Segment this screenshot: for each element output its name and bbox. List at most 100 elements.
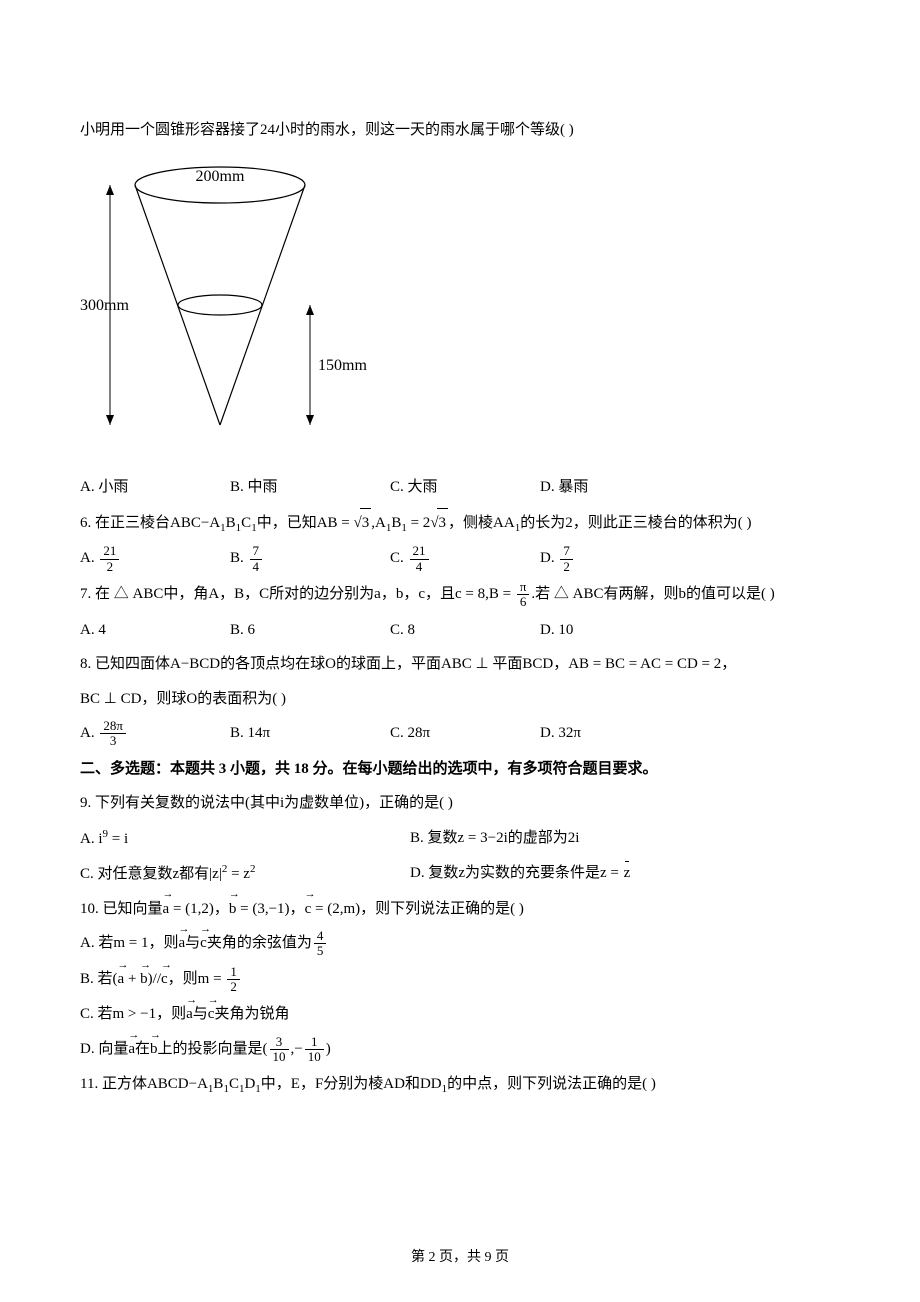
sub: 1 [223,1083,229,1095]
q10-opt-d: D. 向量a在b上的投影向量是(310,−110) [80,1035,840,1065]
q8-opt-d: D. 32π [540,719,710,749]
q6-opt-c: C. 214 [390,544,540,574]
text: 10. 已知向量 [80,901,163,917]
dim-left: 300mm [80,297,129,314]
q11-stem: 11. 正方体ABCD−A1B1C1D1中，E，F分别为棱AD和DD1的中点，则… [80,1070,840,1100]
text: A. 若m = 1，则 [80,935,178,951]
sub: 1 [236,522,242,534]
q10-opt-c: C. 若m > −1，则a与c夹角为锐角 [80,1000,840,1029]
q8-opt-b: B. 14π [230,719,390,749]
q5-opt-a: A. 小雨 [80,473,230,502]
frac: 12 [227,965,240,995]
frac: 212 [100,544,119,574]
vec-b: b [229,895,237,924]
frac: 45 [314,929,327,959]
sub: 1 [239,1083,245,1095]
bar: z [623,859,632,888]
text: D. 向量 [80,1041,128,1057]
text: C. 对任意复数z都有|z| [80,866,222,882]
text: ，则m = [168,971,226,987]
text: ,A [371,515,386,531]
text: ) [326,1041,331,1057]
text: C. 若m > −1，则 [80,1006,186,1022]
text: 上的投影向量是( [158,1041,268,1057]
dim-right: 150mm [318,357,367,374]
text: 中，已知AB = [257,515,354,531]
text: = z [227,866,250,882]
q7-opt-c: C. 8 [390,616,540,645]
text: 11. 正方体ABCD−A [80,1076,208,1092]
vec-c: c [305,895,312,924]
q5-options: A. 小雨 B. 中雨 C. 大雨 D. 暴雨 [80,473,840,502]
text: = (3,−1)， [236,901,304,917]
text: )// [148,971,161,987]
text: 6. 在正三棱台 [80,515,170,531]
text: 的长为2，则此正三棱台的体积为( ) [520,515,751,531]
text: ,− [291,1041,303,1057]
text: D. 复数z为实数的充要条件是z = [410,865,623,881]
q5-opt-d: D. 暴雨 [540,473,710,502]
q6-opt-a: A. 212 [80,544,230,574]
text: = (1,2)， [169,901,229,917]
q6-opt-b: B. 74 [230,544,390,574]
sub: 1 [220,522,226,534]
q10-opt-a: A. 若m = 1，则a与c夹角的余弦值为45 [80,929,840,959]
text: = (2,m)，则下列说法正确的是( ) [311,901,524,917]
text: + [124,971,140,987]
dim-top: 200mm [196,168,245,185]
sub: 1 [208,1083,214,1095]
vec-b: b [140,965,148,994]
text: 夹角的余弦值为 [207,935,312,951]
q8-opt-a: A. 28π3 [80,719,230,749]
text: = i [108,831,128,847]
text: = 2 [407,515,430,531]
vec-a: a [118,965,125,994]
cone-diagram-svg: 200mm 300mm 150mm [80,155,380,455]
q7-options: A. 4 B. 6 C. 8 D. 10 [80,616,840,645]
frac: 110 [305,1035,324,1065]
label: C. [390,551,408,567]
label: D. [540,551,558,567]
q5-opt-b: B. 中雨 [230,473,390,502]
q9-row2: C. 对任意复数z都有|z|2 = z2 D. 复数z为实数的充要条件是z = … [80,859,840,889]
frac: 28π3 [100,719,126,749]
text: 夹角为锐角 [214,1006,289,1022]
vec-c: c [208,1000,215,1029]
q5-stem: 小明用一个圆锥形容器接了24小时的雨水，则这一天的雨水属于哪个等级( ) [80,116,840,145]
text: 7. 在 △ ABC中，角A，B，C所对的边分别为a，b，c，且c = 8,B … [80,586,515,602]
text: 在 [135,1041,150,1057]
text: ，侧棱AA [448,515,515,531]
q5-opt-c: C. 大雨 [390,473,540,502]
frac: 72 [560,544,573,574]
frac: π6 [517,580,530,610]
label: A. [80,551,98,567]
q8-line1: 8. 已知四面体A−BCD的各顶点均在球O的球面上，平面ABC ⊥ 平面BCD，… [80,650,840,679]
q7-opt-b: B. 6 [230,616,390,645]
q7-opt-d: D. 10 [540,616,710,645]
q7-stem: 7. 在 △ ABC中，角A，B，C所对的边分别为a，b，c，且c = 8,B … [80,580,840,610]
q6-stem: 6. 在正三棱台ABC−A1B1C1中，已知AB = √3,A1B1 = 2√3… [80,508,840,539]
q8-options: A. 28π3 B. 14π C. 28π D. 32π [80,719,840,749]
text: B. 若( [80,971,118,987]
vec-a: a [186,1000,193,1029]
q6-options: A. 212 B. 74 C. 214 D. 72 [80,544,840,574]
q6-opt-d: D. 72 [540,544,710,574]
frac: 310 [270,1035,289,1065]
q9-opt-c: C. 对任意复数z都有|z|2 = z2 [80,859,410,889]
frac: 214 [410,544,429,574]
label: A. [80,725,98,741]
q9-stem: 9. 下列有关复数的说法中(其中i为虚数单位)，正确的是( ) [80,789,840,818]
frac: 74 [250,544,263,574]
text: A. i [80,831,103,847]
vec-c: c [200,929,207,958]
label: B. [230,551,248,567]
q9-opt-d: D. 复数z为实数的充要条件是z = z [410,859,631,889]
section-2-heading: 二、多选题：本题共 3 小题，共 18 分。在每小题给出的选项中，有多项符合题目… [80,755,840,784]
q8-line2: BC ⊥ CD，则球O的表面积为( ) [80,685,840,714]
text: 与 [185,935,200,951]
vec-a: a [128,1035,135,1064]
q5-diagram: 200mm 300mm 150mm [80,155,840,466]
vec-c: c [161,965,168,994]
text: 的中点，则下列说法正确的是( ) [447,1076,656,1092]
q10-opt-b: B. 若(a + b)//c，则m = 12 [80,965,840,995]
